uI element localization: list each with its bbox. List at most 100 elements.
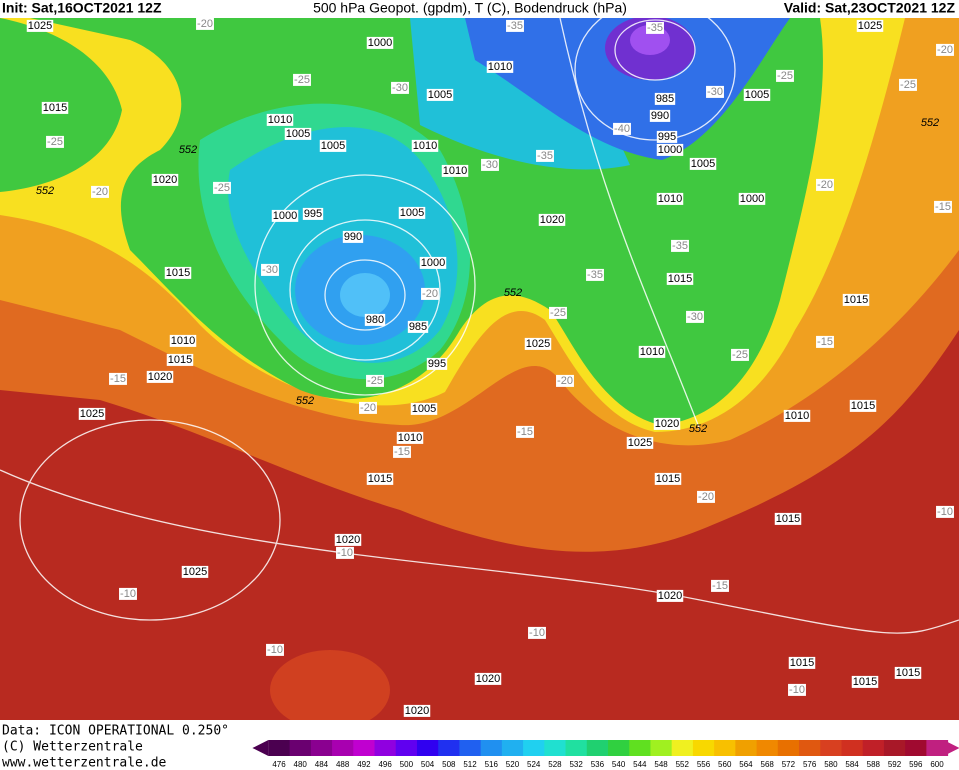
temperature-label: -10 [266, 643, 284, 656]
label-text: -20 [197, 18, 213, 30]
colorbar-label: 520 [506, 760, 520, 769]
colorbar-swatch [735, 740, 758, 756]
pressure-label: 1010 [396, 431, 424, 444]
label-text: -10 [120, 588, 136, 600]
colorbar-label: 516 [485, 760, 499, 769]
colorbar-swatch [332, 740, 354, 756]
label-text: 1000 [368, 37, 392, 49]
label-box [393, 445, 411, 458]
geopotential-label: 552 [179, 144, 197, 156]
pressure-label: 1000 [656, 143, 684, 156]
label-box [536, 149, 554, 162]
pressure-label: 1015 [851, 675, 879, 688]
label-text: 1020 [540, 214, 564, 226]
label-box [776, 69, 794, 82]
label-text: -15 [110, 373, 126, 385]
label-text: 1025 [628, 437, 652, 449]
colorbar-label: 480 [294, 760, 308, 769]
label-text: -20 [937, 44, 953, 56]
label-box [816, 178, 834, 191]
pressure-label: 1015 [842, 293, 870, 306]
label-text: -25 [732, 349, 748, 361]
pressure-label: 1015 [654, 472, 682, 485]
label-text: -25 [777, 70, 793, 82]
pressure-label: 1020 [653, 417, 681, 430]
temperature-label: -10 [936, 505, 954, 518]
label-text: -35 [672, 240, 688, 252]
colorbar-swatch [268, 740, 291, 756]
label-text: 1015 [844, 294, 868, 306]
temperature-label: -25 [549, 306, 567, 319]
label-box [538, 213, 566, 226]
temperature-label: -35 [646, 21, 664, 34]
colorbar-label: 572 [782, 760, 796, 769]
label-box [284, 127, 312, 140]
geopotential-label: 552 [689, 423, 707, 435]
label-box [146, 370, 174, 383]
label-box [788, 656, 816, 669]
colorbar-swatch [353, 740, 376, 756]
label-text: -20 [92, 186, 108, 198]
label-box [342, 230, 364, 243]
label-text: 1010 [413, 140, 437, 152]
label-box [934, 200, 952, 213]
pressure-label: 1015 [774, 512, 802, 525]
pressure-label: 1020 [474, 672, 502, 685]
colorbar-swatch [544, 740, 567, 756]
pressure-label: 1005 [284, 127, 312, 140]
colorbar-swatch [820, 740, 842, 756]
label-text: -20 [422, 288, 438, 300]
pressure-label: 1005 [689, 157, 717, 170]
label-text: -25 [47, 136, 63, 148]
colorbar-label: 492 [357, 760, 371, 769]
label-box [403, 704, 431, 717]
label-box [671, 239, 689, 252]
label-box [426, 357, 448, 370]
pressure-label: 995 [656, 130, 678, 143]
label-text: 1000 [273, 210, 297, 222]
colorbar-label: 496 [378, 760, 392, 769]
pressure-label: 1015 [366, 472, 394, 485]
pressure-label: 995 [302, 207, 324, 220]
label-box [516, 425, 534, 438]
colorbar-swatch [459, 740, 482, 756]
label-box [41, 101, 69, 114]
label-box [654, 92, 676, 105]
temperature-label: -40 [613, 122, 631, 135]
label-text: 1015 [853, 676, 877, 688]
label-text: 1005 [428, 89, 452, 101]
colorbar-swatch [565, 740, 588, 756]
colorbar-swatch [862, 740, 885, 756]
label-text: -15 [517, 426, 533, 438]
label-box [653, 417, 681, 430]
colorbar-swatch [289, 740, 312, 756]
label-text: -35 [537, 150, 553, 162]
label-text: -35 [507, 20, 523, 32]
temperature-label: -15 [934, 200, 952, 213]
label-box [936, 43, 954, 56]
temperature-label: -25 [899, 78, 917, 91]
colorbar-label: 600 [930, 760, 944, 769]
label-text: -25 [214, 182, 230, 194]
label-box [656, 192, 684, 205]
geopotential-label: 552 [36, 185, 54, 197]
pressure-label: 1005 [743, 88, 771, 101]
label-box [407, 320, 429, 333]
label-text: 1010 [785, 410, 809, 422]
temperature-label: -20 [556, 374, 574, 387]
label-box [359, 401, 377, 414]
pressure-label: 1000 [366, 36, 394, 49]
label-text: 1015 [43, 102, 67, 114]
label-box [91, 185, 109, 198]
pressure-label: 1015 [166, 353, 194, 366]
label-text: -30 [482, 159, 498, 171]
pressure-label: 1015 [666, 272, 694, 285]
label-box [506, 19, 524, 32]
label-text: 1010 [443, 165, 467, 177]
label-text: 1020 [658, 590, 682, 602]
pressure-label: 990 [649, 109, 671, 122]
pressure-label: 1005 [426, 88, 454, 101]
label-box [774, 512, 802, 525]
label-box [528, 626, 546, 639]
label-box [261, 263, 279, 276]
